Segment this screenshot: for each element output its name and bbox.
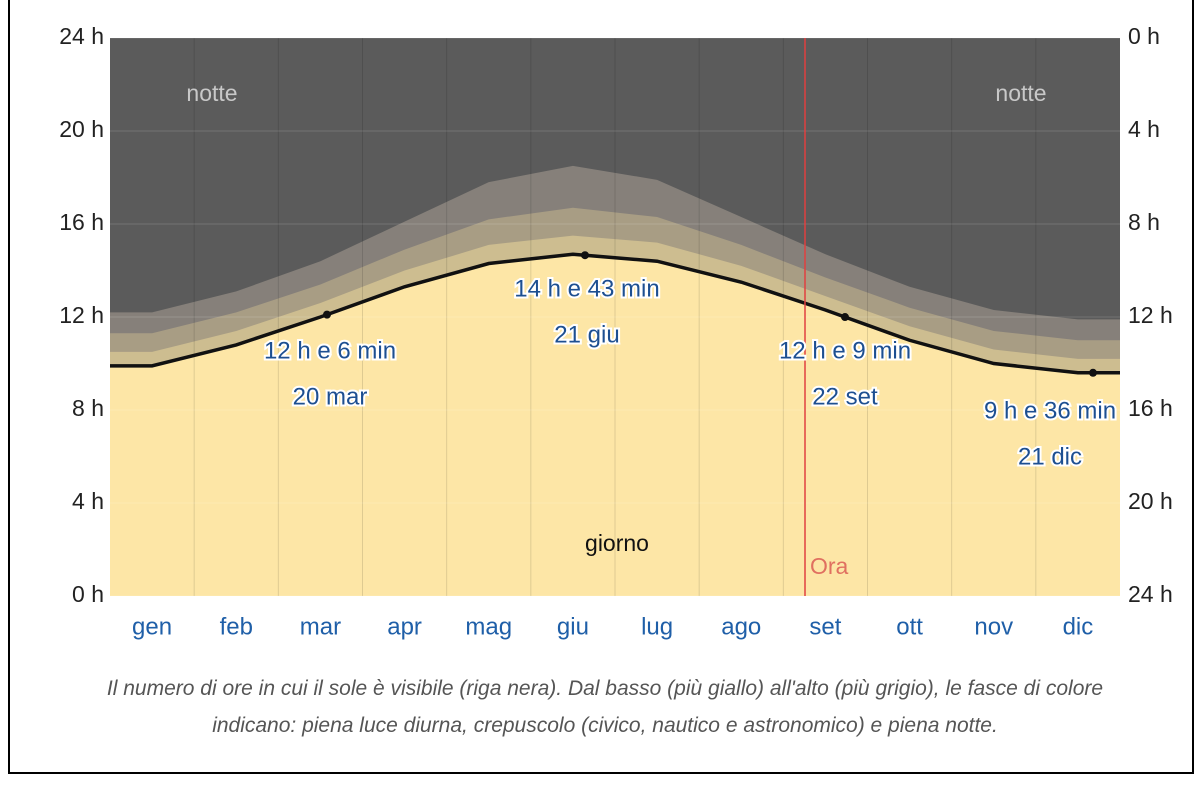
daylight-line: [110, 252, 1120, 375]
annotation-text: 12 h e 9 min: [779, 337, 911, 364]
annotation-date: 22 set: [812, 383, 878, 410]
annotation-text: 9 h e 36 min: [984, 397, 1116, 424]
y2-tick-label: 12 h: [1128, 302, 1173, 328]
x-tick-label: mar: [300, 613, 341, 640]
annotation-date: 20 mar: [293, 383, 368, 410]
annotation-dot: [323, 310, 331, 319]
annotation-dot: [1089, 368, 1097, 377]
night-label: notte: [186, 80, 237, 106]
now-label: Ora: [810, 553, 849, 579]
y-tick-label: 24 h: [59, 23, 104, 49]
annotation-text: 14 h e 43 min: [514, 275, 659, 302]
frame: [8, 0, 1194, 774]
annotation-date: 21 dic: [1018, 443, 1082, 470]
caption: Il numero di ore in cui il sole è visibi…: [106, 677, 1104, 737]
y2-tick-label: 0 h: [1128, 23, 1160, 49]
annotation-text: 12 h e 6 min: [264, 337, 396, 364]
y2-tick-label: 8 h: [1128, 209, 1160, 235]
x-tick-label: dic: [1063, 613, 1094, 640]
night-label: notte: [995, 80, 1046, 106]
x-tick-label: ago: [721, 613, 761, 640]
x-tick-label: giu: [557, 613, 589, 640]
x-tick-label: gen: [132, 613, 172, 640]
band: [110, 254, 1120, 596]
y-tick-label: 8 h: [72, 395, 104, 421]
y-tick-label: 12 h: [59, 302, 104, 328]
annotation-dot: [841, 313, 849, 322]
x-tick-label: mag: [465, 613, 512, 640]
annotation-dot: [581, 251, 589, 260]
x-tick-label: feb: [220, 613, 253, 640]
y-tick-label: 4 h: [72, 488, 104, 514]
x-tick-label: nov: [974, 613, 1013, 640]
y2-tick-label: 16 h: [1128, 395, 1173, 421]
y2-tick-label: 20 h: [1128, 488, 1173, 514]
y-tick-label: 20 h: [59, 116, 104, 142]
x-tick-label: ott: [896, 613, 923, 640]
x-tick-label: lug: [641, 613, 673, 640]
y2-tick-label: 24 h: [1128, 581, 1173, 607]
annotation-date: 21 giu: [554, 321, 619, 348]
x-tick-label: apr: [387, 613, 422, 640]
day-label: giorno: [585, 530, 649, 556]
y-tick-label: 16 h: [59, 209, 104, 235]
y2-tick-label: 4 h: [1128, 116, 1160, 142]
x-tick-label: set: [809, 613, 841, 640]
y-tick-label: 0 h: [72, 581, 104, 607]
